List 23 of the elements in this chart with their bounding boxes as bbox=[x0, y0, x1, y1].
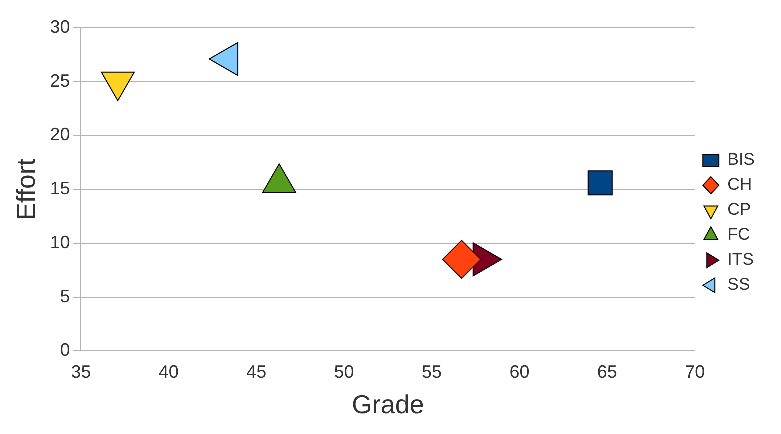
x-tick-label: 50 bbox=[334, 362, 354, 382]
y-axis-title: Effort bbox=[10, 158, 41, 220]
y-tick-label: 5 bbox=[60, 286, 70, 306]
x-tick-label: 40 bbox=[158, 362, 179, 382]
y-tick-label: 10 bbox=[50, 232, 70, 252]
x-tick-label: 35 bbox=[71, 362, 92, 382]
x-tick-label: 65 bbox=[597, 362, 618, 382]
y-tick-label: 20 bbox=[50, 124, 70, 145]
x-axis-title: Grade bbox=[352, 390, 424, 420]
legend-label: SS bbox=[728, 275, 750, 294]
y-tick-label: 30 bbox=[50, 16, 70, 37]
legend-label: CH bbox=[728, 175, 752, 194]
x-tick-label: 55 bbox=[422, 362, 442, 382]
x-tick-label: 45 bbox=[246, 362, 267, 382]
legend-label: FC bbox=[728, 225, 750, 244]
legend-label: ITS bbox=[728, 250, 754, 270]
y-tick-label: 25 bbox=[50, 70, 70, 91]
legend-label: BIS bbox=[728, 150, 756, 170]
x-tick-label: 70 bbox=[685, 362, 706, 382]
y-tick-label: 15 bbox=[50, 178, 70, 199]
x-tick-label: 60 bbox=[510, 362, 530, 382]
y-tick-label: 0 bbox=[60, 340, 70, 360]
legend-label: CP bbox=[728, 200, 752, 220]
